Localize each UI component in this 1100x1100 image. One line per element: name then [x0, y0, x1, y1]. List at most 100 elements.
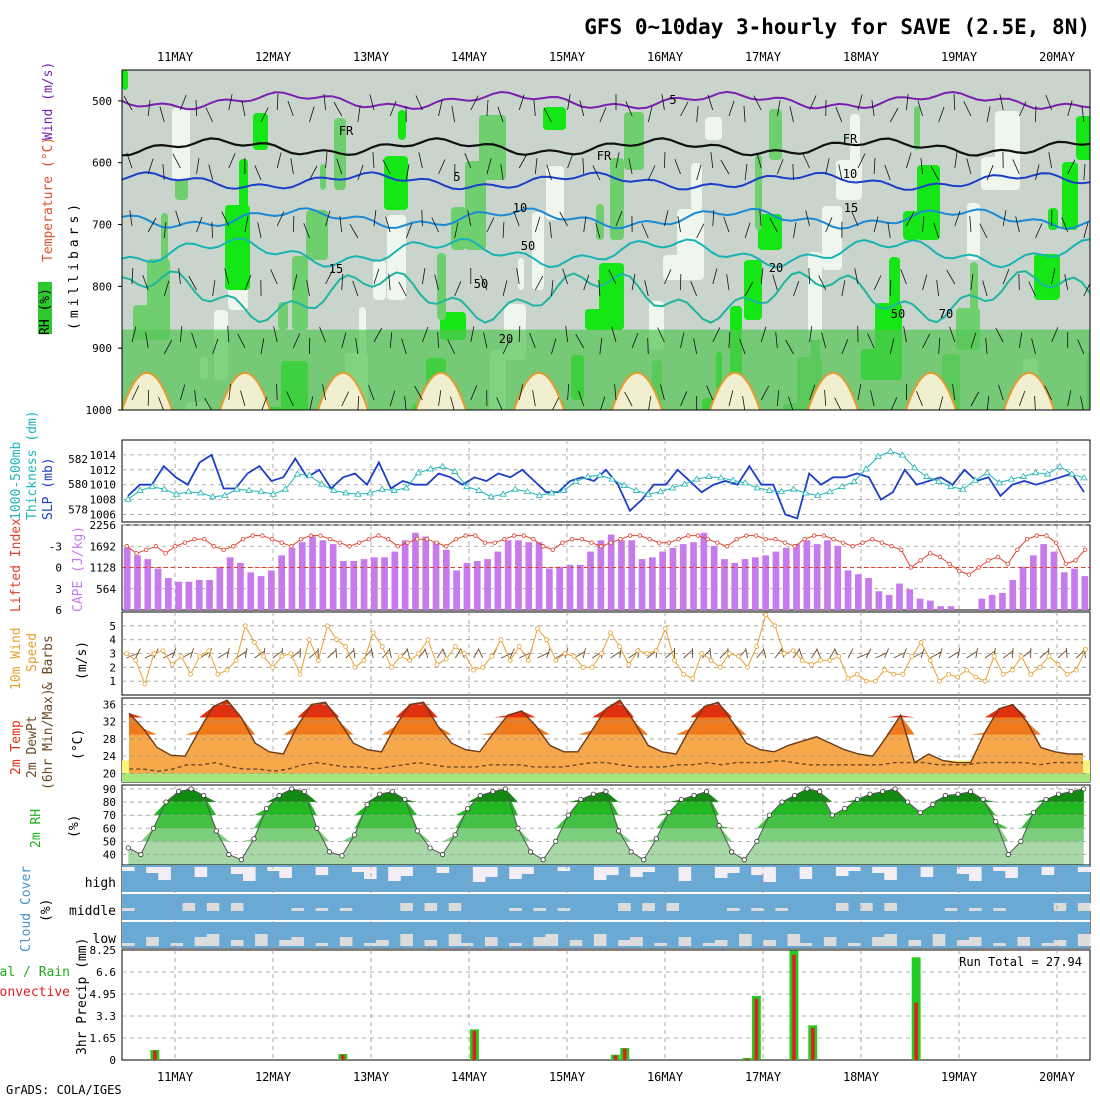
thickness-label-1: 1000-500mb: [9, 442, 24, 520]
cloud-high-bar: [884, 867, 897, 880]
wind-barb: [875, 652, 888, 659]
li-marker: [1063, 561, 1068, 567]
thickness-marker: [765, 486, 774, 493]
cape-bar: [947, 606, 955, 610]
wind-barb: [776, 100, 781, 117]
wind-barb: [920, 648, 925, 659]
li-marker: [995, 554, 1001, 560]
wind-barb: [1018, 390, 1026, 407]
cloud-high-bar: [969, 867, 982, 881]
wind-barb: [922, 333, 931, 349]
contour-label: 5: [669, 93, 676, 107]
cloud-middle-bar: [1077, 903, 1091, 911]
wind-speed-marker: [863, 678, 869, 684]
cape-bar: [515, 540, 522, 610]
wind-speed-marker: [261, 653, 266, 659]
wind-barb: [743, 105, 746, 123]
cloud-low-bar: [315, 943, 329, 946]
cape-bar: [824, 540, 831, 610]
precip-tick: 0: [109, 1054, 116, 1067]
wind-barb: [534, 275, 544, 291]
wind-barb: [745, 648, 748, 659]
wind-barb: [985, 338, 988, 355]
rh-tick: 40: [103, 849, 116, 862]
thickness-marker: [451, 467, 459, 474]
wind-barb: [712, 268, 718, 285]
thickness-marker: [656, 487, 665, 495]
wind-barb: [500, 164, 504, 181]
cape-bar: [813, 544, 821, 610]
date-label-bottom: 11MAY: [157, 1070, 194, 1084]
rh2m-label: 2m RH: [29, 809, 44, 848]
thickness-marker: [535, 491, 544, 498]
wind-barb: [467, 210, 472, 227]
thickness-marker: [1068, 470, 1076, 477]
thickness-marker: [160, 485, 169, 492]
cloud-low-bar: [1077, 934, 1091, 946]
li-tick: 6: [55, 604, 62, 617]
barbs-label: & Barbs: [41, 635, 56, 690]
thickness-marker: [668, 484, 677, 491]
wind-barb: [224, 268, 230, 285]
li-marker: [647, 536, 652, 542]
cloud-row-label: high: [85, 876, 116, 891]
cloud-middle-bar: [230, 903, 244, 911]
wind-speed-marker: [407, 658, 413, 663]
wind-barb: [188, 275, 197, 291]
thickness-marker: [850, 477, 858, 485]
rh-marker: [553, 838, 559, 844]
cloud-middle-bar: [315, 908, 329, 911]
cape-tick: 1692: [90, 540, 117, 553]
li-marker: [657, 540, 662, 545]
wind-speed-marker: [215, 671, 221, 677]
wind-speed-marker: [745, 664, 750, 670]
date-label-bottom: 14MAY: [451, 1070, 488, 1084]
wind-barb: [237, 333, 246, 349]
li-marker: [347, 544, 352, 549]
wind-barb: [424, 648, 429, 659]
li-marker: [937, 554, 943, 560]
li-marker: [502, 536, 507, 542]
rh-marker: [226, 851, 232, 858]
wind-barb: [1035, 105, 1037, 123]
cape-bar: [659, 551, 666, 610]
temperature-contour: [122, 171, 1090, 191]
wind-speed-marker: [398, 653, 403, 659]
cape-bar: [772, 551, 780, 610]
cloud-middle-bar: [618, 903, 631, 911]
li-marker: [840, 540, 846, 545]
cape-bar: [144, 559, 152, 610]
cape-bar: [906, 589, 914, 610]
wind-barb: [147, 100, 151, 117]
wind-barb: [759, 210, 762, 227]
rh-cell: [705, 117, 722, 140]
slp-tick: 1010: [90, 479, 117, 492]
wind-barb: [825, 217, 833, 233]
cloud-high-bar: [1041, 867, 1055, 875]
date-label-bottom: 17MAY: [745, 1070, 782, 1084]
wind-speed-marker: [854, 671, 860, 677]
rh-marker: [238, 857, 245, 863]
rh-cell: [465, 161, 486, 250]
wind-barb: [145, 332, 149, 349]
wind-barb: [194, 390, 197, 407]
upper-air-side-labels: RH (%) Temperature (°C) Wind (m/s) (mill…: [38, 62, 82, 335]
wind-barb: [986, 165, 994, 181]
li-marker: [279, 540, 284, 545]
rh-cell: [744, 260, 762, 320]
cape-bar: [999, 593, 1006, 610]
wind-speed-marker: [781, 651, 787, 656]
cloud-high-bar: [509, 867, 522, 879]
wind-speed-marker: [188, 671, 193, 677]
li-marker: [715, 540, 720, 545]
wind-barb: [979, 223, 988, 239]
wind-barb: [438, 100, 443, 117]
wind-barb: [309, 396, 314, 410]
wind-barb: [785, 339, 794, 355]
wind-speed-marker: [252, 640, 257, 645]
li-marker: [337, 540, 342, 545]
rh-marker: [314, 825, 320, 831]
wind-barb: [244, 648, 248, 659]
rh-cell: [518, 258, 524, 290]
contour-label: 20: [499, 332, 513, 346]
